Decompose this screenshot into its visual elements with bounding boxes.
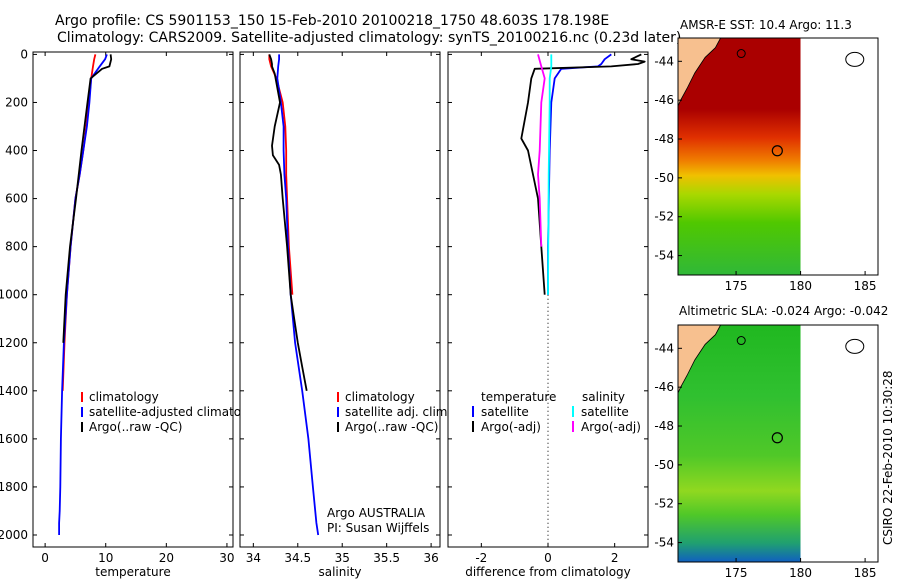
credit-timestamp: CSIRO 22-Feb-2010 10:30:28 — [881, 370, 895, 545]
x-tick-label: 0 — [544, 551, 552, 565]
y-tick-label: 600 — [5, 192, 28, 206]
x-tick-label: 2 — [611, 551, 619, 565]
pi-annotation: Argo AUSTRALIA — [327, 506, 426, 520]
x-tick-label: 175 — [725, 279, 748, 293]
temperature-panel-frame — [32, 51, 234, 548]
island-marker — [736, 336, 746, 346]
island-marker — [736, 49, 746, 59]
x-tick-label: 35 — [335, 551, 350, 565]
salinity-panel-frame — [239, 51, 441, 548]
difference-panel — [447, 51, 649, 548]
sla-map-no-data — [800, 325, 878, 562]
sla-map-field — [678, 325, 801, 562]
x-tick-label: 34.5 — [284, 551, 311, 565]
x-tick-label: 34 — [246, 551, 261, 565]
y-tick-label: 1400 — [0, 384, 28, 398]
y-tick-label: -52 — [654, 210, 674, 224]
y-tick-label: 200 — [5, 95, 28, 109]
salinity-panel — [239, 51, 441, 548]
x-tick-label: 10 — [98, 551, 113, 565]
legend-label: satellite — [581, 405, 629, 419]
sst-map-frame — [677, 37, 879, 276]
argo-float-marker — [771, 432, 783, 444]
x-tick-label: 185 — [854, 279, 877, 293]
x-axis-label: temperature — [95, 565, 170, 579]
y-tick-label: 1000 — [0, 288, 28, 302]
series-argo-raw-qc- — [268, 54, 308, 391]
argo-float-marker — [771, 145, 783, 157]
legend-label: Argo(-adj) — [481, 420, 541, 434]
legend-label: satellite — [481, 405, 529, 419]
legend-header: temperature — [481, 390, 556, 404]
series-salinity-satellite — [547, 54, 553, 295]
series-satellite-adj-clim- — [276, 54, 320, 536]
sla-map-panel — [677, 324, 879, 563]
y-tick-label: 0 — [20, 47, 28, 61]
y-tick-label: -46 — [654, 93, 674, 107]
legend-label: climatology — [89, 390, 159, 404]
x-tick-label: 185 — [854, 566, 877, 580]
x-tick-label: 20 — [159, 551, 174, 565]
chatham-island — [845, 51, 865, 67]
sst-map-title: AMSR-E SST: 10.4 Argo: 11.3 — [680, 18, 852, 32]
sla-map-title: Altimetric SLA: -0.024 Argo: -0.042 — [679, 304, 889, 318]
sst-map-field — [678, 38, 801, 275]
x-axis-label: difference from climatology — [465, 565, 631, 579]
legend-label: Argo(..raw -QC) — [345, 420, 438, 434]
series-salinity-argo-adj- — [537, 54, 546, 247]
sla-map-frame — [677, 324, 879, 563]
y-tick-label: 400 — [5, 144, 28, 158]
y-tick-label: 800 — [5, 240, 28, 254]
y-tick-label: -48 — [654, 419, 674, 433]
land-new-zealand — [677, 37, 722, 107]
series-argo-raw-qc- — [62, 54, 113, 343]
temperature-panel — [32, 51, 234, 548]
chatham-island — [845, 338, 865, 354]
y-tick-label: -52 — [654, 497, 674, 511]
legend-label: Argo(..raw -QC) — [89, 420, 182, 434]
x-tick-label: 30 — [219, 551, 234, 565]
x-tick-label: 175 — [725, 566, 748, 580]
y-tick-label: -54 — [654, 536, 674, 550]
y-tick-label: -48 — [654, 132, 674, 146]
y-tick-label: -50 — [654, 171, 674, 185]
series-temperature-argo-adj- — [520, 53, 646, 295]
pi-annotation: PI: Susan Wijffels — [327, 521, 429, 535]
sst-map-panel — [677, 37, 879, 276]
figure-title-line2: Climatology: CARS2009. Satellite-adjuste… — [57, 30, 682, 46]
legend-label: satellite-adjusted climatology — [89, 405, 267, 419]
x-axis-label: salinity — [318, 565, 361, 579]
x-tick-label: 36 — [423, 551, 438, 565]
y-tick-label: -50 — [654, 458, 674, 472]
y-tick-label: 1600 — [0, 432, 28, 446]
x-tick-label: -2 — [475, 551, 487, 565]
legend-header: salinity — [582, 390, 625, 404]
x-tick-label: 35.5 — [373, 551, 400, 565]
figure-title-line1: Argo profile: CS 5901153_150 15-Feb-2010… — [55, 13, 610, 29]
legend-label: satellite adj. clim. — [345, 405, 451, 419]
legend-label: climatology — [345, 390, 415, 404]
x-tick-label: 180 — [789, 566, 812, 580]
y-tick-label: 1200 — [0, 336, 28, 350]
y-tick-label: -44 — [654, 54, 674, 68]
y-tick-label: -44 — [654, 341, 674, 355]
y-tick-label: -46 — [654, 380, 674, 394]
x-tick-label: 0 — [41, 551, 49, 565]
y-tick-label: -54 — [654, 249, 674, 263]
legend-label: Argo(-adj) — [581, 420, 641, 434]
y-tick-label: 1800 — [0, 480, 28, 494]
sst-map-no-data — [800, 38, 878, 275]
land-new-zealand — [677, 324, 722, 394]
y-tick-label: 2000 — [0, 528, 28, 542]
x-tick-label: 180 — [789, 279, 812, 293]
